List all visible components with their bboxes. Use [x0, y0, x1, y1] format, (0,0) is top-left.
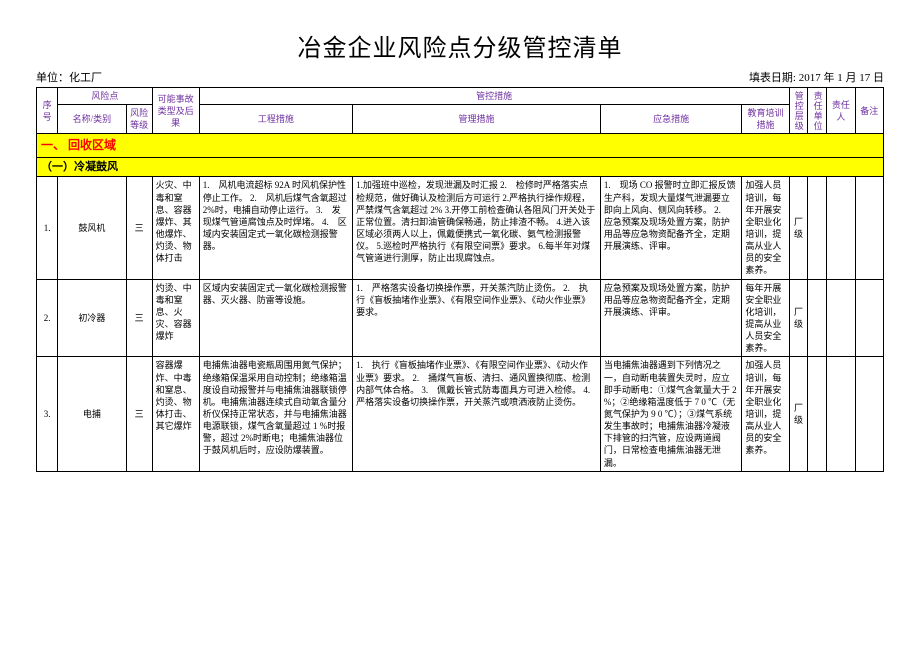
th-name: 名称/类别 [58, 105, 126, 134]
cell-type: 容器爆炸、中毒和窒息、灼烫、物体打击、其它爆炸 [152, 357, 199, 471]
fill-date-label: 填表日期: 2017 年 1 月 17 日 [749, 69, 884, 85]
th-ctrl-level: 管控层级 [789, 88, 808, 134]
th-eng: 工程措施 [199, 105, 352, 134]
cell-emerg: 应急预案及现场处置方案，防护用品等应急物资配备齐全，定期开展演练、评审。 [600, 279, 742, 357]
unit-label: 单位：化工厂 [36, 69, 102, 85]
cell-seq: 3. [37, 357, 58, 471]
th-resp-unit: 责任单位 [808, 88, 827, 134]
cell-note [855, 279, 883, 357]
cell-note [855, 357, 883, 471]
cell-train: 加强人员培训，每年开展安全职业化培训，提高从业人员的安全素养。 [742, 177, 789, 279]
cell-mgmt: 1. 执行《盲板抽堵作业票》、《有限空间作业票》、《动火作业票》要求。 2. 捅… [353, 357, 601, 471]
th-acc-type: 可能事故类型及后果 [152, 88, 199, 134]
cell-dept [808, 177, 827, 279]
cell-type: 火灾、中毒和窒息、容器爆炸、其他爆炸、灼烫、物体打击 [152, 177, 199, 279]
cell-pers [827, 279, 855, 357]
cell-name: 鼓风机 [58, 177, 126, 279]
th-seq: 序号 [37, 88, 58, 134]
table-row: 2. 初冷器 三 灼烫、中毒和窒息、火灾、容器爆炸 区域内安装固定式一氧化碳检测… [37, 279, 884, 357]
th-risk-point: 风险点 [58, 88, 152, 105]
cell-type: 灼烫、中毒和窒息、火灾、容器爆炸 [152, 279, 199, 357]
cell-mgmt: 1.加强班中巡检，发现泄漏及时汇报 2. 检修时严格落实点检规范，做好确认及检测… [353, 177, 601, 279]
th-mgmt: 管理措施 [353, 105, 601, 134]
cell-train: 加强人员培训，每年开展安全职业化培训，提高从业人员的安全素养。 [742, 357, 789, 471]
th-resp-person: 责任人 [827, 88, 855, 134]
th-remark: 备注 [855, 88, 883, 134]
cell-name: 初冷器 [58, 279, 126, 357]
cell-pers [827, 357, 855, 471]
cell-seq: 2. [37, 279, 58, 357]
cell-train: 每年开展安全职业化培训，提高从业人员安全素养。 [742, 279, 789, 357]
cell-level: 三 [126, 279, 152, 357]
th-emerg: 应急措施 [600, 105, 742, 134]
subsection-header: （一）冷凝鼓风 [37, 157, 884, 177]
risk-table: 序号 风险点 可能事故类型及后果 管控措施 管控层级 责任单位 责任人 备注 名… [36, 87, 884, 472]
table-row: 3. 电捕 三 容器爆炸、中毒和窒息、灼烫、物体打击、其它爆炸 电捕焦油器电瓷瓶… [37, 357, 884, 471]
th-risk-level: 风险等级 [126, 105, 152, 134]
cell-note [855, 177, 883, 279]
cell-eng: 电捕焦油器电瓷瓶周围用氮气保护；绝缘箱保温采用自动控制；绝缘箱温度设自动报警并与… [199, 357, 352, 471]
cell-emerg: 1. 现场 CO 报警时立即汇报反馈生产科，发现大量煤气泄漏要立即向上风向、侧风… [600, 177, 742, 279]
page-title: 冶金企业风险点分级管控清单 [36, 28, 884, 63]
cell-ctrl: 厂级 [789, 357, 808, 471]
cell-eng: 1. 风机电流超标 92A 时风机保护性停止工作。 2. 风机后煤气含氧超过 2… [199, 177, 352, 279]
th-control-measures: 管控措施 [199, 88, 789, 105]
cell-name: 电捕 [58, 357, 126, 471]
cell-level: 三 [126, 357, 152, 471]
cell-level: 三 [126, 177, 152, 279]
cell-mgmt: 1. 严格落实设备切换操作票，开关蒸汽防止烫伤。 2. 执行《盲板抽堵作业票》、… [353, 279, 601, 357]
cell-seq: 1. [37, 177, 58, 279]
cell-dept [808, 357, 827, 471]
cell-ctrl: 厂级 [789, 177, 808, 279]
cell-ctrl: 厂级 [789, 279, 808, 357]
cell-emerg: 当电捕焦油器遇到下列情况之一，自动断电装置失灵时，应立即手动断电：①煤气含氧量大… [600, 357, 742, 471]
cell-dept [808, 279, 827, 357]
table-row: 1. 鼓风机 三 火灾、中毒和窒息、容器爆炸、其他爆炸、灼烫、物体打击 1. 风… [37, 177, 884, 279]
th-train: 教育培训措施 [742, 105, 789, 134]
cell-pers [827, 177, 855, 279]
section-header: 一、 回收区域 [37, 134, 884, 157]
cell-eng: 区域内安装固定式一氧化碳检测报警器、灭火器、防雷等设施。 [199, 279, 352, 357]
